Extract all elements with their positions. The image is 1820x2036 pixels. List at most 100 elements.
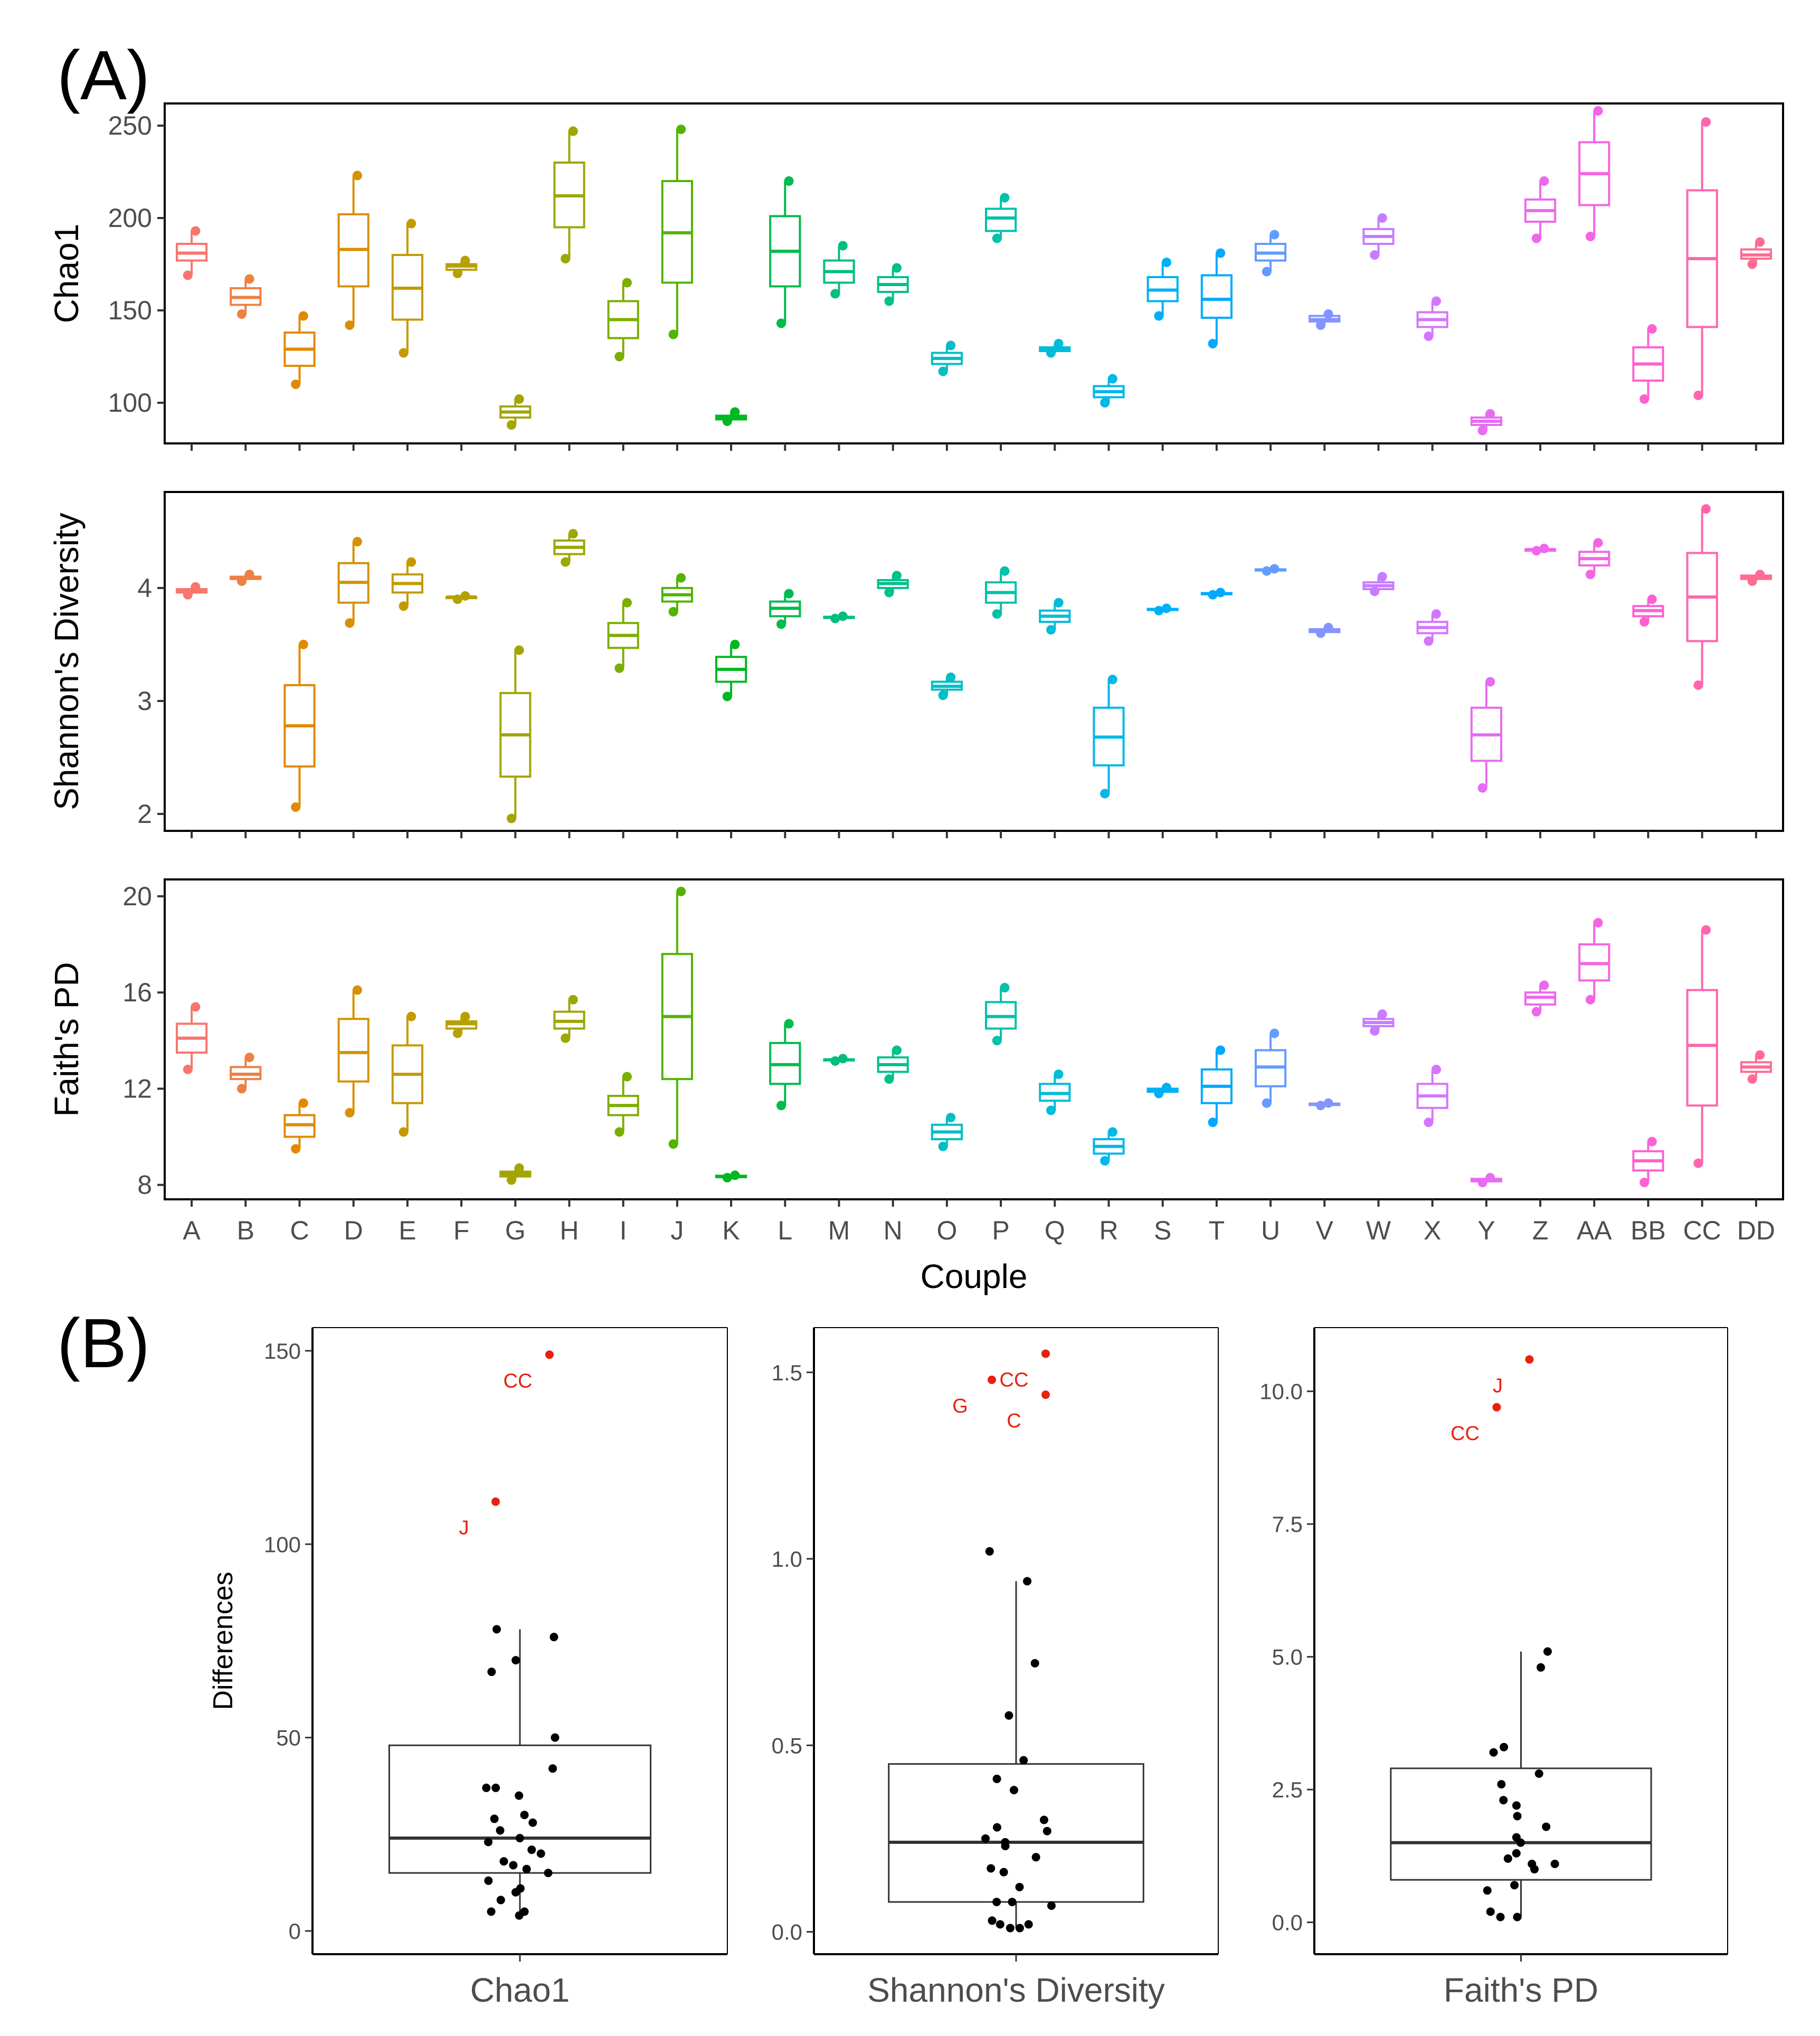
x-tick-label: G <box>505 1216 526 1245</box>
data-point <box>499 1857 508 1866</box>
data-point <box>884 296 894 306</box>
data-point <box>1500 1743 1509 1751</box>
data-point <box>830 289 840 299</box>
data-point <box>1008 1898 1017 1907</box>
box-W <box>1362 572 1395 596</box>
data-point <box>892 1045 902 1055</box>
data-point <box>1315 320 1325 330</box>
box-L <box>769 589 801 629</box>
x-tick-label: P <box>992 1216 1009 1245</box>
y-tick-label: 0.5 <box>772 1733 802 1758</box>
data-point <box>1747 576 1757 586</box>
data-point <box>1162 1083 1172 1093</box>
box-F <box>445 591 478 604</box>
x-tick-label: X <box>1424 1216 1441 1245</box>
y-tick-label: 0 <box>289 1919 301 1944</box>
x-tick-label: F <box>453 1216 470 1245</box>
data-point <box>561 254 571 263</box>
data-point <box>506 420 516 430</box>
data-point <box>1755 570 1765 580</box>
box-I <box>607 1072 639 1137</box>
data-point <box>676 886 686 896</box>
data-point <box>191 1002 201 1012</box>
y-tick-label: 3 <box>137 686 152 716</box>
data-point <box>992 233 1002 243</box>
box-E <box>391 1011 424 1137</box>
data-point <box>353 985 363 995</box>
x-tick-label: S <box>1154 1216 1171 1245</box>
y-tick-label: 7.5 <box>1272 1512 1303 1537</box>
data-point <box>1496 1912 1505 1921</box>
box-iqr <box>337 1018 369 1083</box>
y-tick-label: 20 <box>122 882 152 911</box>
box-iqr <box>1200 274 1233 319</box>
box-O <box>931 1113 963 1151</box>
data-point <box>884 588 894 598</box>
data-point <box>1046 1105 1056 1115</box>
data-point <box>244 274 254 284</box>
outlier-label: CC <box>1000 1369 1029 1391</box>
data-point <box>1534 1769 1543 1778</box>
data-point <box>183 1064 193 1074</box>
y-tick-label: 250 <box>108 111 152 140</box>
data-point <box>838 1054 848 1064</box>
data-point <box>776 619 786 629</box>
data-point <box>1030 1659 1039 1668</box>
panel-label-a: (A) <box>57 36 150 114</box>
data-point <box>1639 617 1650 627</box>
box-Q <box>1039 339 1071 358</box>
data-point <box>1539 176 1549 186</box>
y-tick-label: 100 <box>264 1532 301 1557</box>
data-point <box>1477 425 1487 435</box>
data-point <box>345 618 355 628</box>
data-point <box>1315 628 1325 638</box>
data-point <box>1485 1172 1495 1182</box>
data-point <box>1539 544 1549 553</box>
data-point <box>509 1861 518 1870</box>
y-tick-label: 10.0 <box>1259 1379 1303 1404</box>
box-Z <box>1524 544 1557 556</box>
y-axis-title: Chao1 <box>48 224 86 324</box>
data-point <box>1647 594 1657 604</box>
box-S <box>1146 1083 1179 1099</box>
outlier-label: G <box>952 1395 968 1417</box>
box-AA <box>1578 918 1610 1005</box>
data-point <box>1585 232 1595 241</box>
outlier-label: CC <box>1451 1423 1480 1445</box>
box-R <box>1093 374 1125 408</box>
data-point <box>514 1163 524 1173</box>
data-point <box>1539 980 1549 990</box>
box-AA <box>1578 106 1610 241</box>
data-point <box>1531 1007 1541 1017</box>
box-C <box>283 311 316 389</box>
box-Y <box>1470 677 1503 793</box>
data-point <box>622 598 632 608</box>
data-point <box>830 1056 840 1066</box>
data-point <box>1262 267 1272 277</box>
data-point <box>191 582 201 592</box>
data-point <box>1208 1118 1218 1128</box>
box-T <box>1200 248 1233 348</box>
data-point <box>838 611 848 621</box>
data-point <box>191 226 201 236</box>
x-tick-label: Q <box>1045 1216 1065 1245</box>
data-point <box>514 394 524 404</box>
box-M <box>823 241 855 299</box>
data-point <box>1370 586 1380 596</box>
data-point <box>244 1053 254 1063</box>
box-A <box>175 582 208 600</box>
y-axis-title: Faith's PD <box>48 962 86 1116</box>
data-point <box>236 309 247 319</box>
data-point <box>946 672 956 682</box>
data-point <box>1216 1045 1226 1055</box>
data-point <box>676 573 686 583</box>
box-M <box>823 611 855 623</box>
data-point <box>1513 1812 1522 1821</box>
box-W <box>1362 1009 1395 1036</box>
data-point <box>345 1107 355 1118</box>
data-point <box>1550 1859 1559 1868</box>
box-Q <box>1039 1069 1071 1115</box>
box-DD <box>1740 237 1772 269</box>
data-point <box>298 1098 308 1108</box>
